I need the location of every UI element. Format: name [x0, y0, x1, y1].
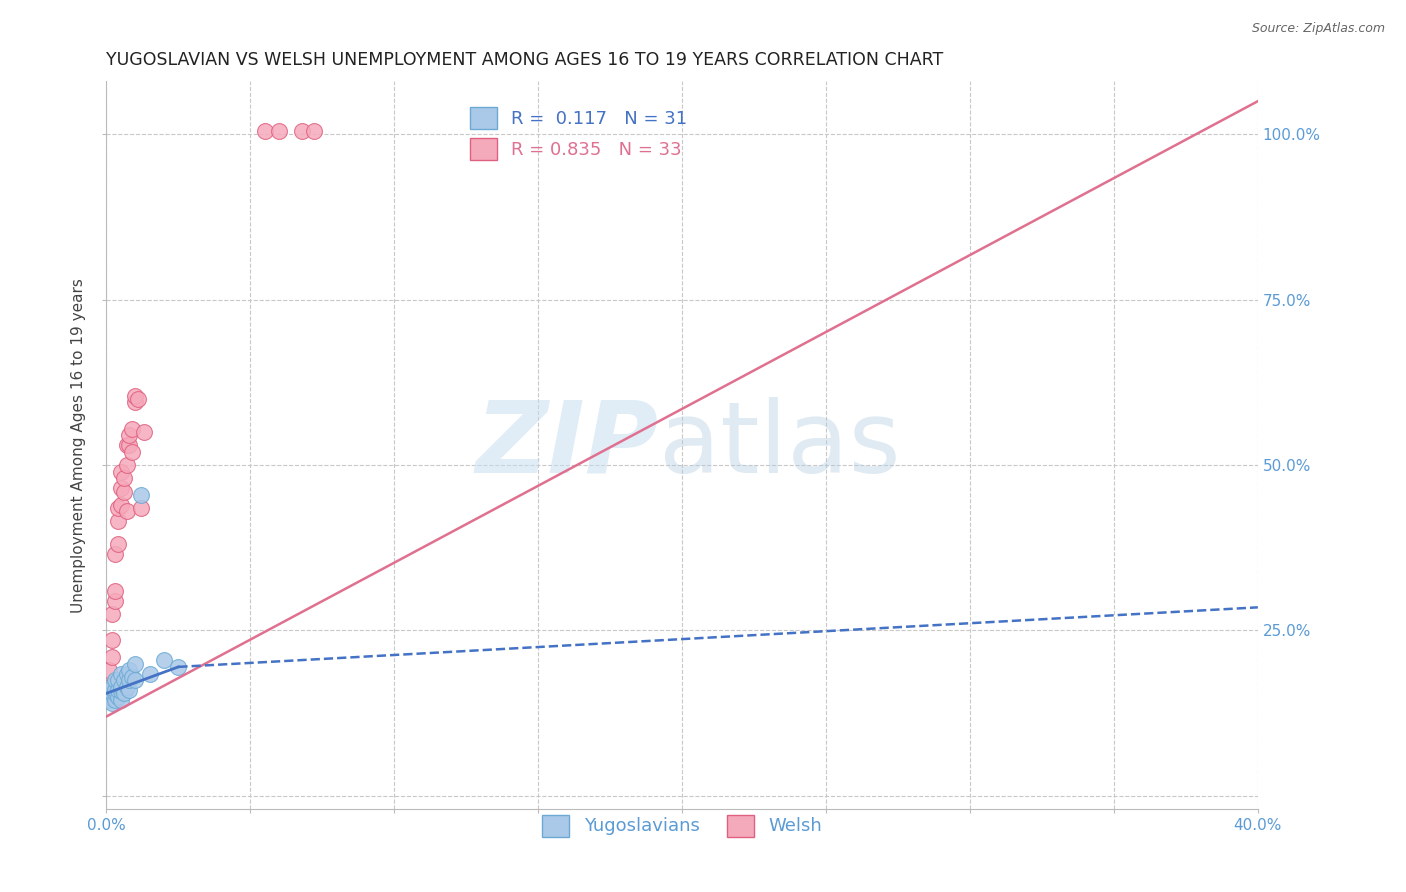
Point [110, 680, 132, 694]
Point [110, 693, 132, 707]
Point [107, 514, 129, 528]
Point [101, 650, 124, 665]
Point [110, 465, 132, 479]
Point [115, 438, 138, 452]
Point [107, 683, 129, 698]
Point [107, 501, 129, 516]
Point [269, 124, 291, 138]
Point [118, 663, 141, 677]
Point [107, 537, 129, 551]
Point [118, 683, 141, 698]
Point [112, 673, 135, 687]
Point [132, 425, 155, 439]
Point [101, 633, 124, 648]
Point [110, 684, 132, 698]
Point [115, 666, 138, 681]
Point [291, 124, 314, 138]
Point [110, 666, 132, 681]
Point [121, 445, 143, 459]
Text: YUGOSLAVIAN VS WELSH UNEMPLOYMENT AMONG AGES 16 TO 19 YEARS CORRELATION CHART: YUGOSLAVIAN VS WELSH UNEMPLOYMENT AMONG … [107, 51, 943, 69]
Point [153, 653, 176, 667]
Point [107, 673, 129, 687]
Point [98, 663, 121, 677]
Point [124, 673, 146, 687]
Point [115, 458, 138, 472]
Point [104, 683, 127, 698]
Point [98, 690, 121, 704]
Point [110, 498, 132, 512]
Y-axis label: Unemployment Among Ages 16 to 19 years: Unemployment Among Ages 16 to 19 years [72, 277, 86, 613]
Point [129, 501, 152, 516]
Point [138, 666, 160, 681]
Point [115, 504, 138, 518]
Point [101, 607, 124, 621]
Point [104, 548, 127, 562]
Point [127, 392, 149, 406]
Point [98, 690, 121, 704]
Point [101, 680, 124, 694]
Point [101, 686, 124, 700]
Point [98, 693, 121, 707]
Point [104, 686, 127, 700]
Point [302, 124, 325, 138]
Point [98, 680, 121, 694]
Point [110, 481, 132, 495]
Point [112, 686, 135, 700]
Point [124, 395, 146, 409]
Text: ZIP: ZIP [477, 397, 659, 494]
Point [118, 673, 141, 687]
Point [253, 124, 276, 138]
Point [107, 690, 129, 704]
Legend: Yugoslavians, Welsh: Yugoslavians, Welsh [536, 807, 830, 844]
Point [121, 422, 143, 436]
Point [104, 583, 127, 598]
Point [118, 428, 141, 442]
Point [115, 680, 138, 694]
Point [167, 660, 190, 674]
Point [121, 670, 143, 684]
Point [129, 488, 152, 502]
Point [101, 696, 124, 710]
Text: Source: ZipAtlas.com: Source: ZipAtlas.com [1251, 22, 1385, 36]
Point [118, 438, 141, 452]
Point [112, 484, 135, 499]
Text: atlas: atlas [659, 397, 901, 494]
Point [104, 673, 127, 687]
Point [104, 593, 127, 607]
Point [98, 683, 121, 698]
Point [104, 693, 127, 707]
Point [112, 471, 135, 485]
Point [124, 657, 146, 671]
Point [124, 389, 146, 403]
